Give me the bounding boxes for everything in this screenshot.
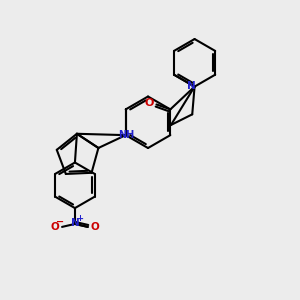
Text: NH: NH	[118, 130, 135, 140]
Text: N: N	[70, 218, 79, 228]
Text: −: −	[56, 217, 64, 227]
Text: O: O	[51, 222, 59, 232]
Text: +: +	[76, 214, 83, 224]
Text: O: O	[90, 222, 99, 232]
Text: N: N	[187, 81, 196, 91]
Text: O: O	[145, 98, 154, 108]
